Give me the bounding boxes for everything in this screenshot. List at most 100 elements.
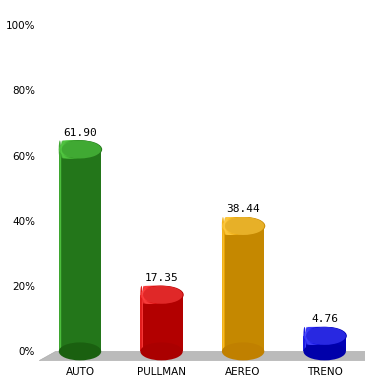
- Ellipse shape: [144, 286, 175, 304]
- Ellipse shape: [225, 217, 252, 235]
- Polygon shape: [60, 149, 65, 351]
- Ellipse shape: [224, 217, 226, 235]
- Polygon shape: [306, 336, 337, 351]
- Polygon shape: [61, 149, 83, 351]
- Ellipse shape: [59, 141, 61, 159]
- Ellipse shape: [62, 141, 88, 159]
- Ellipse shape: [143, 286, 172, 304]
- Polygon shape: [306, 336, 341, 351]
- Ellipse shape: [62, 141, 98, 159]
- Polygon shape: [306, 336, 334, 351]
- Ellipse shape: [143, 286, 154, 304]
- Polygon shape: [60, 149, 69, 351]
- Ellipse shape: [224, 217, 233, 235]
- Ellipse shape: [143, 286, 158, 304]
- Ellipse shape: [225, 217, 256, 235]
- Ellipse shape: [59, 342, 101, 360]
- Ellipse shape: [62, 141, 82, 159]
- Text: 61.90: 61.90: [63, 128, 97, 138]
- Polygon shape: [305, 336, 322, 351]
- Polygon shape: [224, 226, 250, 351]
- Polygon shape: [60, 149, 70, 351]
- Ellipse shape: [143, 286, 150, 304]
- Polygon shape: [143, 295, 171, 351]
- Ellipse shape: [143, 286, 170, 304]
- Polygon shape: [224, 226, 259, 351]
- Polygon shape: [223, 226, 226, 351]
- Polygon shape: [224, 226, 247, 351]
- Ellipse shape: [143, 286, 161, 304]
- Ellipse shape: [143, 286, 152, 304]
- Polygon shape: [305, 336, 319, 351]
- Ellipse shape: [306, 327, 324, 345]
- Ellipse shape: [144, 286, 184, 304]
- Ellipse shape: [306, 327, 338, 345]
- Polygon shape: [39, 351, 371, 360]
- Ellipse shape: [306, 327, 312, 345]
- Polygon shape: [224, 226, 245, 351]
- Polygon shape: [224, 226, 244, 351]
- Polygon shape: [142, 295, 157, 351]
- Polygon shape: [143, 295, 175, 351]
- Polygon shape: [306, 336, 333, 351]
- Polygon shape: [305, 336, 316, 351]
- Polygon shape: [305, 336, 306, 351]
- Polygon shape: [306, 336, 340, 351]
- Polygon shape: [224, 226, 241, 351]
- Ellipse shape: [224, 217, 240, 235]
- Polygon shape: [61, 149, 86, 351]
- Polygon shape: [224, 226, 232, 351]
- Ellipse shape: [62, 141, 77, 159]
- Polygon shape: [61, 149, 73, 351]
- Polygon shape: [143, 295, 180, 351]
- Polygon shape: [305, 336, 308, 351]
- Polygon shape: [223, 226, 228, 351]
- Polygon shape: [143, 295, 178, 351]
- Ellipse shape: [59, 141, 101, 159]
- Polygon shape: [142, 295, 148, 351]
- Polygon shape: [142, 295, 160, 351]
- Ellipse shape: [61, 141, 66, 159]
- Ellipse shape: [306, 327, 319, 345]
- Polygon shape: [224, 226, 257, 351]
- Text: 38.44: 38.44: [226, 205, 260, 214]
- Ellipse shape: [306, 327, 310, 345]
- Polygon shape: [224, 226, 248, 351]
- Ellipse shape: [144, 286, 181, 304]
- Polygon shape: [142, 295, 158, 351]
- Polygon shape: [62, 149, 95, 351]
- Ellipse shape: [143, 286, 156, 304]
- Polygon shape: [143, 295, 183, 351]
- Polygon shape: [143, 295, 177, 351]
- Ellipse shape: [144, 286, 177, 304]
- Polygon shape: [143, 295, 168, 351]
- Polygon shape: [224, 226, 237, 351]
- Polygon shape: [142, 295, 149, 351]
- Polygon shape: [61, 149, 82, 351]
- Polygon shape: [142, 295, 164, 351]
- Polygon shape: [61, 149, 79, 351]
- Polygon shape: [62, 149, 97, 351]
- Ellipse shape: [224, 217, 238, 235]
- Polygon shape: [303, 336, 305, 351]
- Polygon shape: [142, 295, 155, 351]
- Polygon shape: [62, 149, 101, 351]
- Polygon shape: [224, 226, 251, 351]
- Polygon shape: [224, 226, 260, 351]
- Polygon shape: [142, 295, 162, 351]
- Ellipse shape: [303, 342, 346, 360]
- Polygon shape: [140, 295, 142, 351]
- Polygon shape: [142, 295, 167, 351]
- Polygon shape: [224, 226, 254, 351]
- Polygon shape: [306, 336, 344, 351]
- Polygon shape: [61, 149, 88, 351]
- Polygon shape: [60, 149, 72, 351]
- Ellipse shape: [306, 327, 333, 345]
- Polygon shape: [305, 336, 312, 351]
- Polygon shape: [306, 336, 330, 351]
- Polygon shape: [306, 336, 324, 351]
- Ellipse shape: [303, 327, 346, 345]
- Polygon shape: [306, 336, 325, 351]
- Text: 4.76: 4.76: [311, 314, 338, 324]
- Ellipse shape: [144, 286, 179, 304]
